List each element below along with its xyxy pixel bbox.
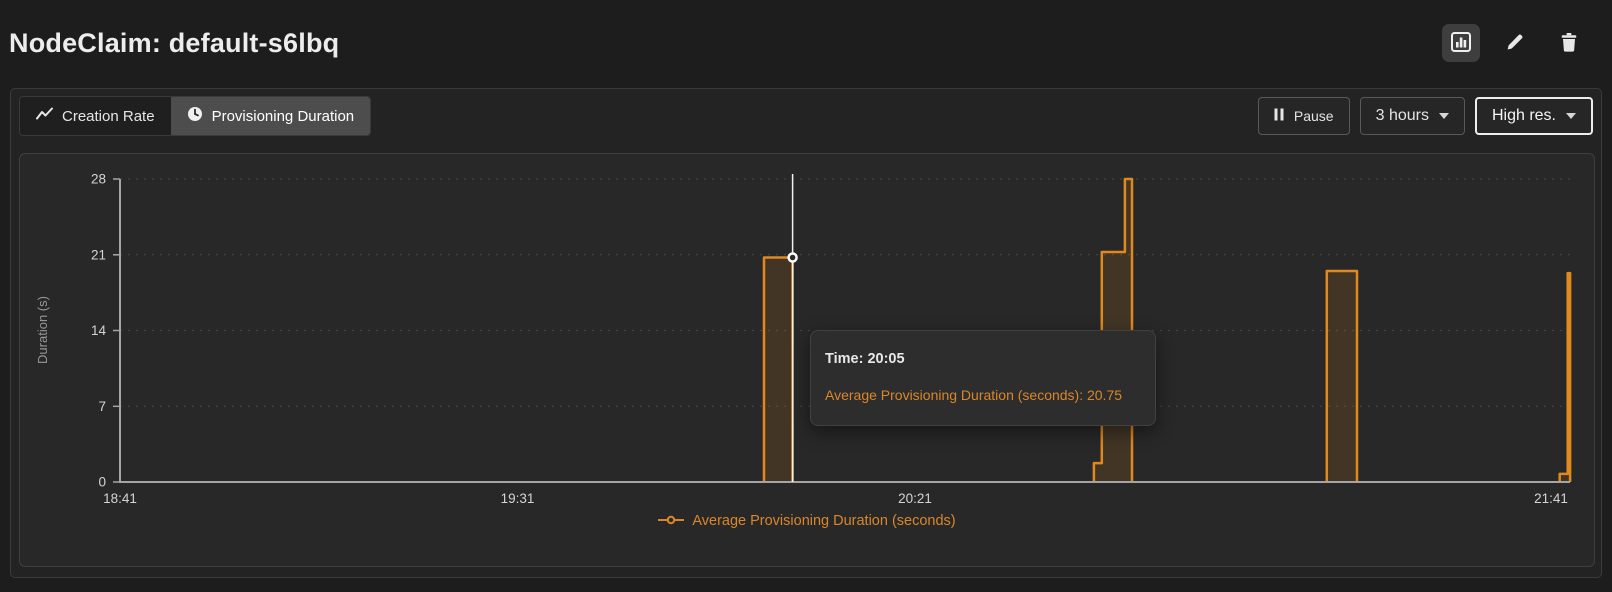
caret-down-icon	[1438, 113, 1449, 119]
chart-tooltip: Time: 20:05 Average Provisioning Duratio…	[810, 330, 1156, 426]
pause-icon	[1274, 108, 1284, 124]
series-area	[1326, 271, 1357, 482]
resolution-value: High res.	[1491, 107, 1556, 124]
chart-plot-area[interactable]: 0 7 14 21 28 18:41 19:31 20:21 21:41 Dur…	[20, 154, 1595, 567]
y-tick-label: 21	[91, 247, 106, 262]
chart-panel: Creation Rate Provisioning Duration	[10, 88, 1602, 578]
toolbar: Creation Rate Provisioning Duration	[19, 96, 1593, 136]
edit-button[interactable]	[1496, 24, 1534, 62]
y-tick-labels: 0 7 14 21 28	[91, 172, 107, 490]
series-step-line	[1092, 177, 1134, 482]
tab-creation-rate[interactable]: Creation Rate	[20, 97, 171, 135]
caret-down-icon	[1566, 113, 1576, 119]
legend-label: Average Provisioning Duration (seconds)	[692, 513, 956, 529]
page-title: NodeClaim: default-s6lbq	[9, 27, 340, 58]
y-tick-label: 7	[98, 399, 106, 414]
delete-button[interactable]	[1550, 24, 1588, 62]
x-tick-label: 18:41	[103, 491, 137, 506]
series-area	[764, 257, 793, 482]
line-dot-marker-icon	[658, 513, 685, 529]
gridlines	[120, 178, 1570, 407]
chart-view-button[interactable]	[1442, 24, 1480, 62]
series-step-line	[1325, 269, 1359, 482]
chart-card: 0 7 14 21 28 18:41 19:31 20:21 21:41 Dur…	[19, 153, 1595, 567]
tab-label: Provisioning Duration	[211, 107, 355, 125]
trash-icon	[1559, 32, 1579, 55]
tooltip-series-value: Average Provisioning Duration (seconds):…	[825, 387, 1123, 403]
header-actions	[1442, 24, 1588, 62]
x-tick-labels: 18:41 19:31 20:21 21:41	[103, 491, 1568, 506]
trend-line-icon	[36, 107, 53, 125]
series-step-line	[1558, 271, 1572, 482]
pause-label: Pause	[1293, 108, 1334, 124]
time-range-dropdown[interactable]: 3 hours	[1359, 97, 1465, 135]
axis-tick-marks	[113, 178, 120, 483]
app-header: NodeClaim: default-s6lbq	[0, 0, 1612, 80]
pencil-icon	[1505, 32, 1525, 55]
time-range-value: 3 hours	[1375, 107, 1429, 124]
y-tick-label: 14	[91, 323, 107, 338]
y-axis-title: Duration (s)	[35, 296, 50, 364]
x-tick-label: 20:21	[898, 491, 932, 506]
y-tick-label: 0	[98, 475, 106, 490]
resolution-dropdown[interactable]: High res.	[1474, 97, 1593, 135]
x-tick-label: 21:41	[1534, 491, 1568, 506]
x-tick-label: 19:31	[501, 491, 535, 506]
tab-group: Creation Rate Provisioning Duration	[19, 96, 372, 136]
y-tick-label: 28	[91, 172, 106, 187]
tab-label: Creation Rate	[62, 107, 155, 125]
tooltip-time: Time: 20:05	[825, 351, 905, 367]
bar-chart-icon	[1450, 31, 1472, 56]
clock-icon	[187, 106, 203, 126]
toolbar-controls: Pause 3 hours High res.	[1257, 97, 1593, 135]
legend-item[interactable]: Average Provisioning Duration (seconds)	[20, 513, 1594, 529]
hover-point-marker	[787, 252, 798, 263]
pause-button[interactable]: Pause	[1257, 97, 1350, 135]
tab-provisioning-duration[interactable]: Provisioning Duration	[170, 97, 371, 135]
